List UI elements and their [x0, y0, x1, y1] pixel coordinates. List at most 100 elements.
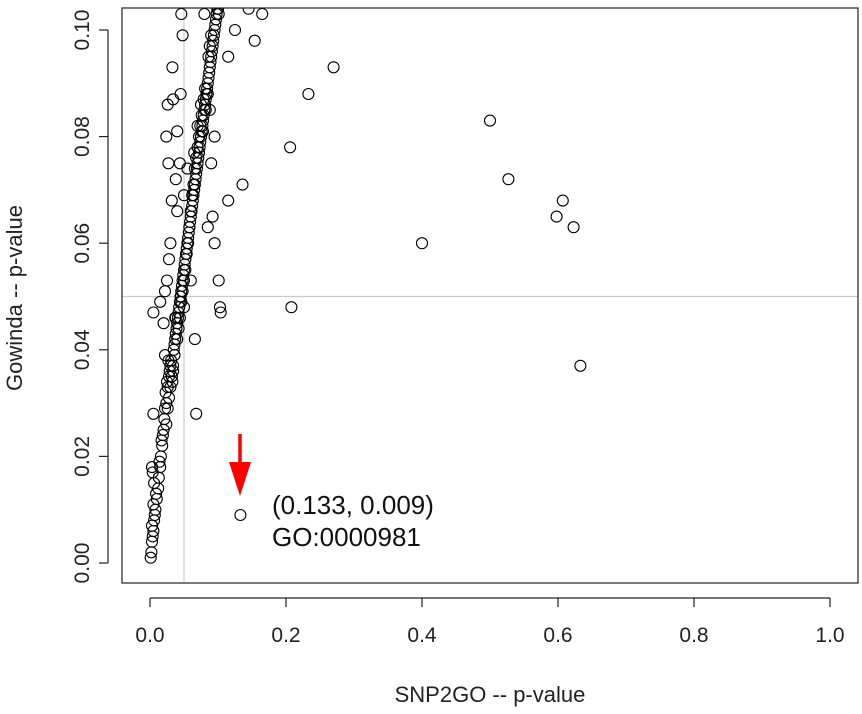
data-point [205, 157, 218, 170]
data-point [574, 359, 587, 372]
data-point [165, 194, 178, 207]
x-axis: 0.0 0.2 0.4 0.6 0.8 1.0 [135, 597, 845, 647]
data-point [160, 274, 174, 287]
data-point [158, 285, 172, 298]
data-point [171, 333, 184, 346]
x-tick-label: 0.8 [679, 624, 708, 647]
data-point [175, 295, 188, 308]
data-point [567, 221, 580, 234]
data-point [556, 194, 569, 207]
y-tick-label: 0.02 [71, 436, 94, 477]
data-point [211, 8, 225, 15]
data-point [167, 365, 180, 378]
data-point [156, 429, 169, 442]
data-point [550, 210, 563, 223]
annotation: (0.133, 0.009) GO:0000981 [229, 434, 434, 552]
data-point [190, 151, 203, 164]
data-point [176, 29, 189, 42]
data-point [147, 306, 160, 319]
data-point [169, 311, 182, 324]
y-tick-label: 0.10 [71, 10, 94, 51]
y-tick-label: 0.08 [71, 116, 94, 157]
data-point [183, 221, 196, 234]
plot-frame [121, 7, 859, 584]
data-point [162, 157, 175, 170]
data-point [206, 210, 219, 223]
x-tick-label: 0.0 [135, 624, 164, 647]
data-point [190, 407, 203, 420]
data-point [201, 87, 214, 101]
data-point [256, 8, 269, 21]
data-point [327, 61, 340, 74]
x-tick-label: 1.0 [815, 624, 844, 647]
data-point [164, 237, 177, 250]
data-point [161, 402, 174, 415]
data-point [234, 508, 247, 522]
data-point [194, 98, 208, 111]
x-tick-label: 0.6 [543, 624, 572, 647]
y-tick-label: 0.00 [71, 543, 94, 584]
data-point [222, 50, 235, 63]
data-point [171, 205, 184, 218]
data-point [175, 8, 188, 21]
data-point [212, 274, 225, 287]
data-point [174, 290, 187, 303]
data-point [158, 349, 172, 362]
data-point [208, 237, 221, 250]
data-point [180, 247, 193, 260]
data-point [208, 130, 221, 143]
data-point [162, 253, 176, 266]
data-point [186, 189, 199, 202]
data-point [213, 301, 227, 314]
data-point [214, 306, 227, 319]
data-point [284, 141, 297, 154]
x-tick-label: 0.2 [271, 624, 300, 647]
data-point [157, 317, 170, 330]
x-axis-title: SNP2GO -- p-value [395, 682, 586, 707]
data-point [242, 8, 255, 15]
y-tick-label: 0.06 [71, 223, 94, 264]
x-tick-label: 0.4 [407, 624, 437, 647]
annotation-arrow-head [229, 462, 251, 496]
data-point [177, 301, 191, 314]
data-point [160, 130, 173, 143]
data-point [502, 173, 515, 186]
data-point [198, 8, 211, 21]
data-point [184, 274, 197, 287]
data-point [201, 221, 214, 234]
data-point [203, 103, 216, 116]
data-point [236, 178, 249, 191]
reference-lines [122, 8, 858, 583]
data-point [199, 82, 212, 95]
data-point [171, 125, 184, 138]
data-point [285, 301, 298, 314]
data-point [181, 162, 194, 175]
data-point [160, 418, 173, 431]
data-point [302, 87, 315, 101]
data-point [169, 173, 182, 186]
data-point [166, 61, 179, 74]
data-point [147, 407, 160, 420]
data-point [144, 551, 157, 564]
data-point [415, 237, 429, 250]
data-points [144, 8, 587, 564]
data-point [191, 119, 204, 132]
annotation-go-term: GO:0000981 [272, 522, 421, 552]
data-point [228, 23, 242, 37]
data-point [248, 34, 261, 47]
y-tick-label: 0.04 [71, 329, 94, 370]
data-point [188, 146, 201, 159]
data-point [205, 29, 218, 42]
data-point [222, 194, 235, 207]
data-point [184, 205, 197, 218]
data-point [161, 98, 174, 111]
data-point [188, 333, 201, 346]
data-point [483, 114, 497, 127]
data-point [177, 189, 191, 202]
data-point [158, 402, 172, 415]
data-point [154, 295, 167, 308]
data-point [174, 87, 187, 101]
y-axis-title: Gowinda -- p-value [2, 205, 27, 391]
y-axis: 0.00 0.02 0.04 0.06 0.08 0.10 [71, 10, 109, 584]
